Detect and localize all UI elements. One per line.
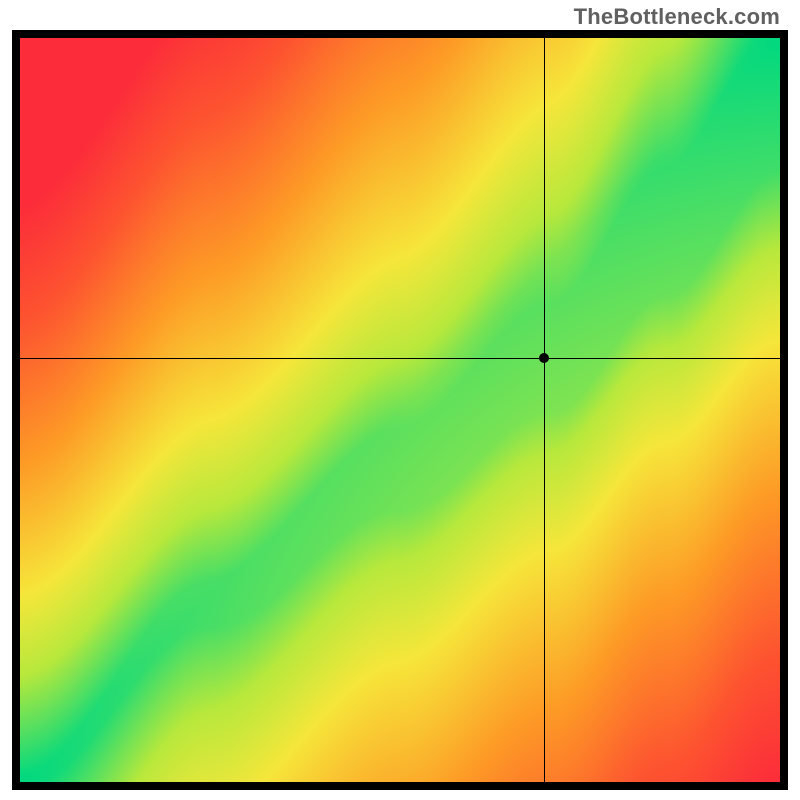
crosshair-vertical bbox=[544, 38, 545, 782]
crosshair-marker bbox=[539, 353, 549, 363]
plot-area bbox=[20, 38, 780, 782]
chart-frame bbox=[12, 30, 788, 790]
crosshair-horizontal bbox=[20, 358, 780, 359]
watermark-text: TheBottleneck.com bbox=[574, 4, 780, 30]
heatmap-canvas bbox=[20, 38, 780, 782]
chart-container: TheBottleneck.com bbox=[0, 0, 800, 800]
